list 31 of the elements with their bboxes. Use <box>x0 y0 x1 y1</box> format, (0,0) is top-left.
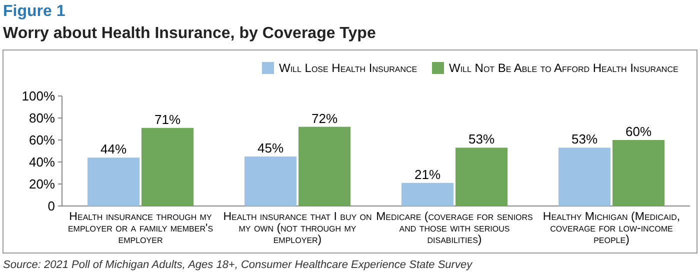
bar <box>142 128 194 206</box>
legend-label: Will Lose Health Insurance <box>279 61 418 75</box>
data-label: 45% <box>257 140 284 156</box>
y-tick-label: 40% <box>28 154 56 170</box>
y-tick-label: 0 <box>48 198 55 214</box>
data-label: 53% <box>571 132 598 147</box>
y-tick-label: 80% <box>28 110 56 126</box>
data-label: 21% <box>414 166 441 182</box>
data-label: 44% <box>100 142 127 157</box>
bar <box>298 126 350 206</box>
legend-label: Will Not Be Able to Afford Health Insurance <box>449 61 678 75</box>
y-tick-label: 60% <box>28 132 56 148</box>
y-tick-label: 20% <box>28 176 56 192</box>
x-tick-label: Health insurance that I buy on my own (not through my employer) <box>223 211 372 246</box>
source-note: Source: 2021 Poll of Michigan Adults, Ages 18+, Consumer Healthcare Experience State Survey <box>3 259 474 271</box>
data-label: 60% <box>625 124 652 139</box>
bar <box>402 182 454 206</box>
x-tick-label: Health insurance through my employer or a family member's employer <box>68 211 214 246</box>
y-tick-label: 100% <box>22 88 56 104</box>
bar <box>558 148 610 206</box>
bar <box>456 148 508 206</box>
x-tick-label: Medicare (coverage for seniors and those with serious disabilities) <box>376 211 533 246</box>
data-label: 72% <box>311 110 338 126</box>
x-tick-label: Healthy Michigan (Medicaid, coverage for low-income people) <box>542 211 680 246</box>
data-label: 53% <box>468 132 495 147</box>
chart-title: Worry about Health Insurance, by Coverage Type <box>3 25 376 42</box>
bar <box>612 140 664 206</box>
data-label: 71% <box>154 112 181 127</box>
bar <box>88 158 140 206</box>
chart-subtitle: Figure 1 <box>3 3 66 20</box>
bar <box>244 156 296 206</box>
